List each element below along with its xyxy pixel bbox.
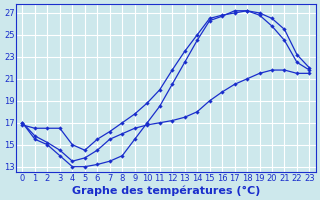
X-axis label: Graphe des températures (°C): Graphe des températures (°C): [72, 185, 260, 196]
